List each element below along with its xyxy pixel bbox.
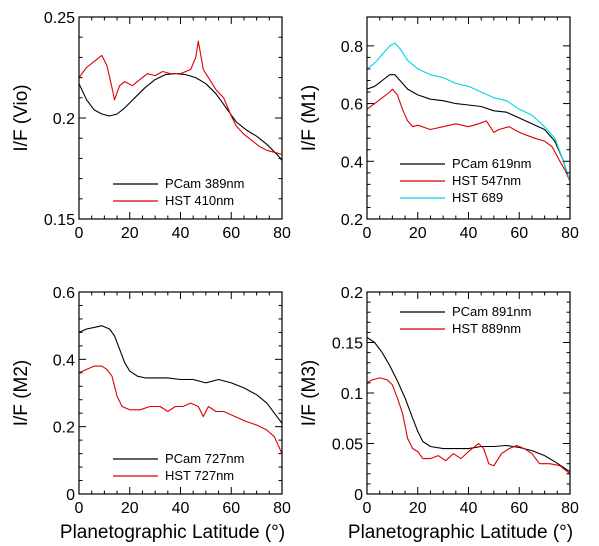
y-tick-label: 0.25 — [44, 10, 75, 27]
x-tick-label: 80 — [561, 225, 579, 242]
y-tick-label: 0.2 — [341, 285, 363, 302]
series-line — [366, 74, 571, 182]
legend-label: HST 889nm — [452, 321, 521, 336]
series-line — [78, 365, 283, 454]
y-tick-label: 0 — [66, 487, 75, 504]
panel-top-left: 0 20 40 60 80 0.15 0.2 0.25 I/F (Vio) PCam 389nm H… — [11, 10, 291, 242]
x-axis-label: Planetographic Latitude (°) — [348, 522, 573, 543]
x-tick-label: 40 — [172, 225, 190, 242]
y-tick-label: 0.6 — [341, 97, 363, 114]
panel-bottom-left: 0 20 40 60 80 0 0.2 0.4 0.6 I/F (M2) Planetographi… — [11, 285, 291, 543]
x-tick-label: 80 — [273, 500, 291, 517]
x-tick-label: 40 — [460, 500, 478, 517]
x-tick-label: 40 — [460, 225, 478, 242]
series-line — [78, 325, 283, 424]
y-axis-label: I/F (Vio) — [11, 84, 32, 151]
y-tick-label: 0.4 — [53, 352, 75, 369]
x-tick-label: 60 — [222, 500, 240, 517]
legend-label: PCam 619nm — [452, 156, 531, 171]
series-line — [366, 337, 571, 473]
x-tick-label: 80 — [561, 500, 579, 517]
series-line — [366, 377, 571, 475]
y-tick-label: 0.6 — [53, 285, 75, 302]
legend-label: HST 547nm — [452, 173, 521, 188]
y-tick-label: 0.1 — [341, 386, 363, 403]
x-tick-label: 20 — [121, 500, 139, 517]
series-line — [366, 88, 571, 182]
y-tick-label: 0.4 — [341, 154, 363, 171]
y-tick-label: 0.2 — [53, 111, 75, 128]
series-line — [366, 42, 571, 182]
panel-top-right: 0 20 40 60 80 0.2 0.4 0.6 0.8 I/F (M1) PCam 619nm H… — [299, 16, 579, 242]
legend-label: PCam 727nm — [165, 451, 244, 466]
x-tick-label: 40 — [172, 500, 190, 517]
x-tick-label: 80 — [273, 225, 291, 242]
x-tick-label: 0 — [363, 225, 372, 242]
x-tick-label: 60 — [510, 500, 528, 517]
x-tick-label: 60 — [510, 225, 528, 242]
legend-label: PCam 891nm — [452, 304, 531, 319]
x-tick-label: 0 — [363, 500, 372, 517]
y-tick-label: 0.2 — [53, 420, 75, 437]
legend-label: PCam 389nm — [165, 176, 244, 191]
x-tick-label: 0 — [75, 500, 84, 517]
y-tick-label: 0.2 — [341, 212, 363, 229]
y-tick-label: 0.05 — [332, 437, 363, 454]
legend-label: HST 689 — [452, 190, 503, 205]
y-tick-label: 0.15 — [44, 212, 75, 229]
y-axis-label: I/F (M3) — [299, 360, 320, 427]
y-tick-label: 0 — [354, 487, 363, 504]
x-tick-label: 60 — [222, 225, 240, 242]
panel-bottom-right: 0 20 40 60 80 0 0.05 0.1 0.15 0.2 I/F (M3) Planetog… — [299, 285, 579, 543]
x-axis-label: Planetographic Latitude (°) — [60, 522, 285, 543]
y-tick-label: 0.15 — [332, 336, 363, 353]
y-axis-label: I/F (M2) — [11, 360, 32, 427]
x-tick-label: 20 — [409, 225, 427, 242]
x-tick-label: 20 — [409, 500, 427, 517]
y-tick-label: 0.8 — [341, 39, 363, 56]
series-line — [78, 73, 283, 161]
plot-frame — [366, 16, 571, 220]
x-tick-label: 20 — [121, 225, 139, 242]
x-tick-label: 0 — [75, 225, 84, 242]
legend-label: HST 727nm — [165, 468, 234, 483]
y-axis-label: I/F (M1) — [299, 85, 320, 152]
series-line — [78, 40, 283, 155]
legend-label: HST 410nm — [165, 193, 234, 208]
